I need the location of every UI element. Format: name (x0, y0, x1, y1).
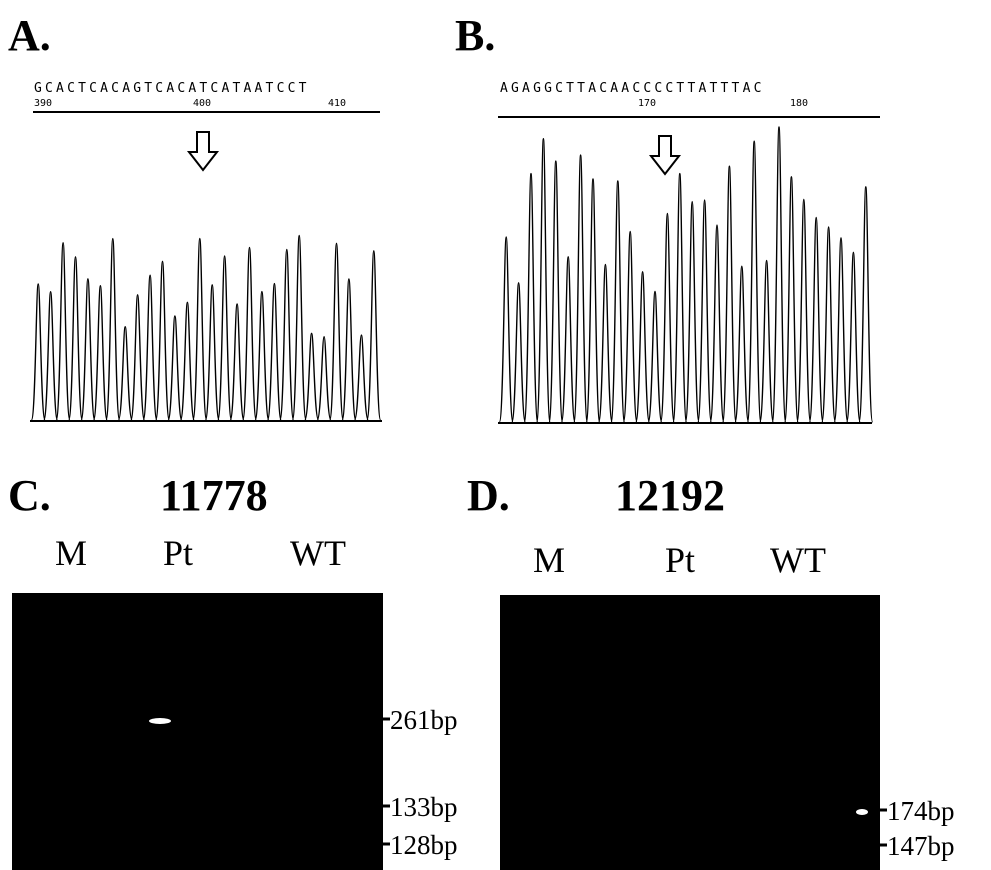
chromatogram (30, 234, 382, 421)
marker-label: 261bp (390, 705, 458, 735)
lane-label: Pt (665, 540, 695, 580)
sequence: GCACTCACAGTCACATCATAATCCT (34, 81, 310, 96)
panel-title: 12192 (615, 471, 725, 520)
panel-label: C. (8, 471, 51, 520)
position: 400 (193, 98, 211, 109)
panel-label: B. (455, 11, 495, 60)
panel-label: D. (467, 471, 510, 520)
lane-label: WT (770, 540, 826, 580)
arrow (186, 131, 220, 172)
lane-label: Pt (163, 533, 193, 573)
marker-label: 133bp (390, 792, 458, 822)
position: 410 (328, 98, 346, 109)
lane-label: M (55, 533, 87, 573)
panel-label: A. (8, 11, 51, 60)
marker-label: 147bp (887, 831, 955, 861)
panel-title: 11778 (160, 471, 268, 520)
gel-band (149, 718, 171, 724)
arrow (648, 135, 682, 176)
gel-band (856, 809, 868, 815)
sequence: AGAGGCTTACAACCCCTTATTTAC (500, 81, 765, 96)
lane-label: M (533, 540, 565, 580)
lane-label: WT (290, 533, 346, 573)
position: 170 (638, 98, 656, 109)
marker-label: 174bp (887, 796, 955, 826)
chromatogram (498, 126, 874, 423)
gel (12, 593, 383, 870)
marker-label: 128bp (390, 830, 458, 860)
position: 180 (790, 98, 808, 109)
position: 390 (34, 98, 52, 109)
gel (500, 595, 880, 870)
